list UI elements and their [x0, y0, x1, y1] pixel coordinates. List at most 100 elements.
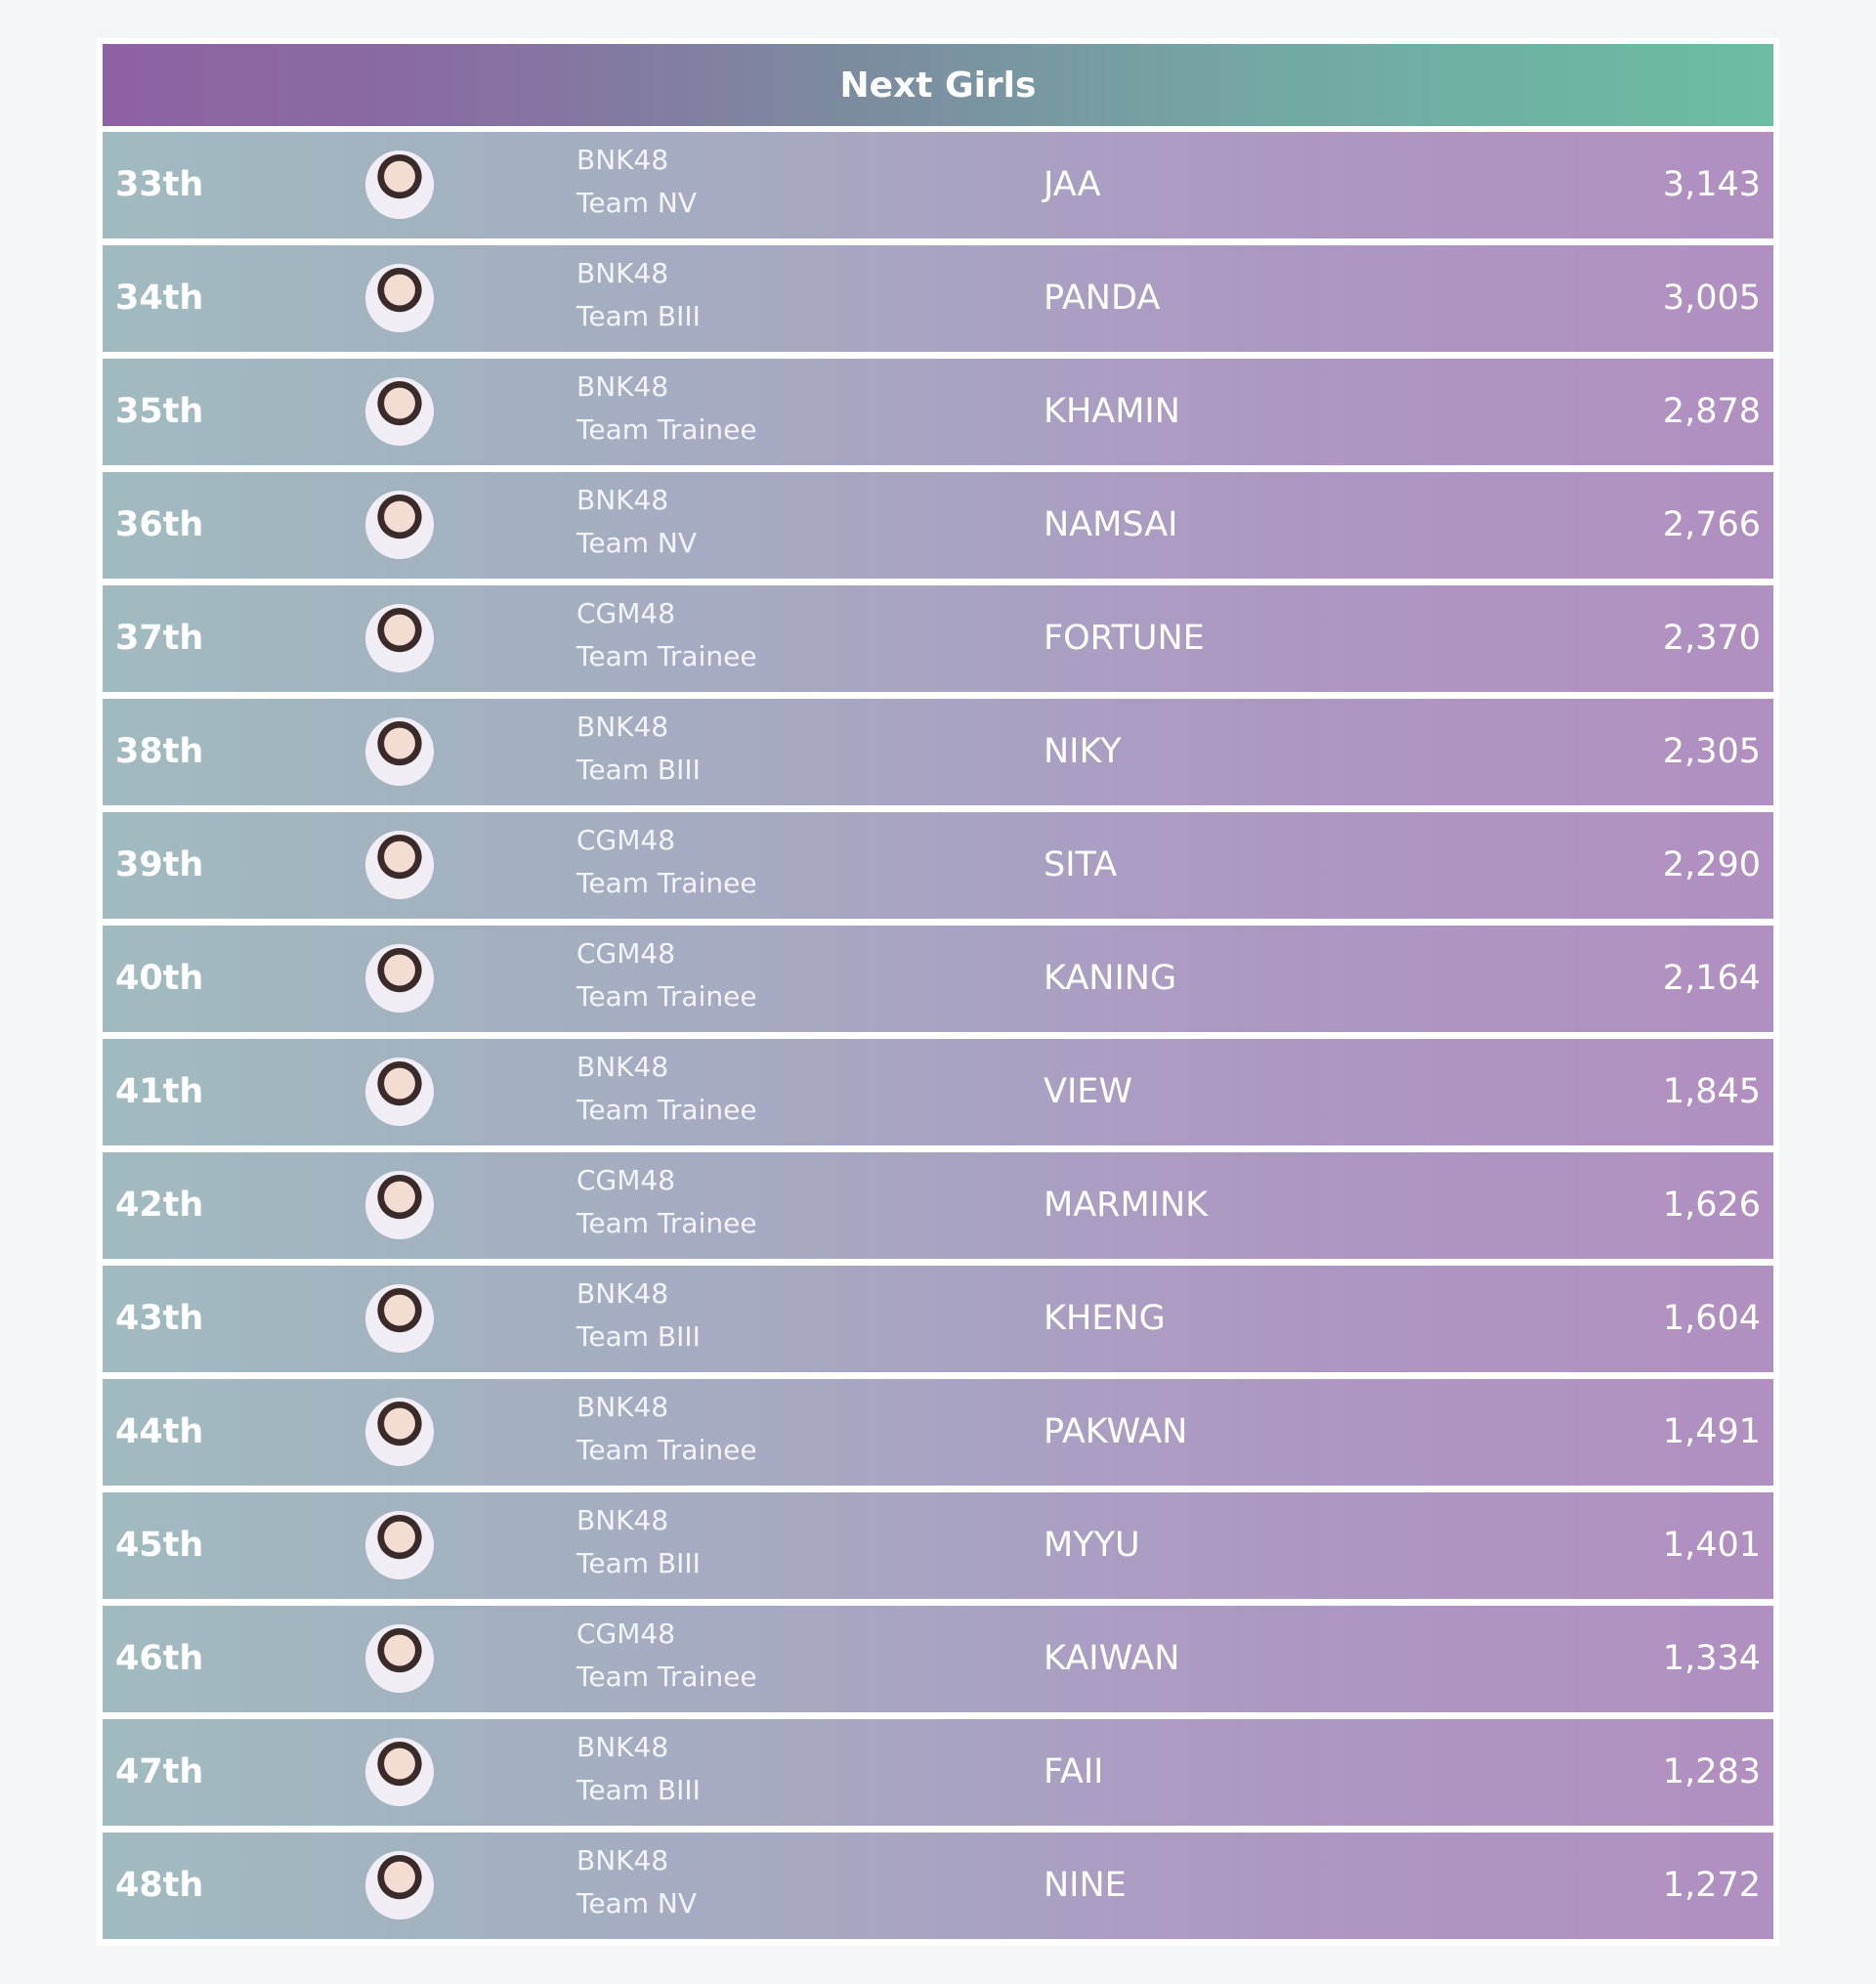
rank: 42th [115, 1186, 204, 1225]
member-name: KHAMIN [1044, 392, 1180, 431]
team: Team BIII [576, 1320, 701, 1353]
team: Team Trainee [576, 1661, 757, 1693]
group: BNK48 [576, 370, 669, 403]
rank: 34th [115, 279, 204, 318]
votes: 2,766 [1662, 505, 1761, 544]
rank: 48th [115, 1866, 204, 1905]
table-row: 48th BNK48 Team NV NINE 1,272 [103, 1833, 1773, 1939]
team: Team Trainee [576, 1434, 757, 1466]
votes: 1,272 [1662, 1866, 1761, 1905]
member-name: SITA [1044, 845, 1118, 884]
rank: 43th [115, 1299, 204, 1338]
rank: 40th [115, 959, 204, 998]
table-row: 37th CGM48 Team Trainee FORTUNE 2,370 [103, 585, 1773, 692]
rank: 35th [115, 392, 204, 431]
rank: 47th [115, 1752, 204, 1791]
table-row: 38th BNK48 Team BIII NIKY 2,305 [103, 699, 1773, 805]
member-name: NIKY [1044, 732, 1122, 771]
group: BNK48 [576, 144, 669, 176]
avatar [365, 717, 434, 786]
member-name: FAII [1044, 1752, 1104, 1791]
rank: 39th [115, 845, 204, 884]
votes: 1,401 [1662, 1526, 1761, 1565]
group: CGM48 [576, 1164, 676, 1196]
avatar [365, 1057, 434, 1126]
votes: 3,143 [1662, 165, 1761, 204]
team: Team BIII [576, 1547, 701, 1579]
member-name: KAIWAN [1044, 1639, 1180, 1678]
avatar [365, 1284, 434, 1353]
table-row: 42th CGM48 Team Trainee MARMINK 1,626 [103, 1152, 1773, 1259]
table-row: 44th BNK48 Team Trainee PAKWAN 1,491 [103, 1379, 1773, 1486]
votes: 1,845 [1662, 1072, 1761, 1111]
team: Team BIII [576, 1774, 701, 1806]
avatar [365, 1511, 434, 1579]
group: BNK48 [576, 1051, 669, 1083]
rank: 45th [115, 1526, 204, 1565]
table-row: 40th CGM48 Team Trainee KANING 2,164 [103, 926, 1773, 1032]
group: CGM48 [576, 824, 676, 856]
group: BNK48 [576, 257, 669, 289]
rank: 44th [115, 1412, 204, 1451]
member-name: VIEW [1044, 1072, 1132, 1111]
votes: 2,305 [1662, 732, 1761, 771]
table-row: 34th BNK48 Team BIII PANDA 3,005 [103, 245, 1773, 352]
votes: 1,334 [1662, 1639, 1761, 1678]
avatar [365, 491, 434, 559]
avatar [365, 1851, 434, 1919]
votes: 3,005 [1662, 279, 1761, 318]
table-row: 33th BNK48 Team NV JAA 3,143 [103, 132, 1773, 238]
member-name: MYYU [1044, 1526, 1140, 1565]
group: BNK48 [576, 711, 669, 743]
team: Team BIII [576, 300, 701, 332]
team: Team BIII [576, 754, 701, 786]
group: BNK48 [576, 1391, 669, 1423]
avatar [365, 1171, 434, 1239]
group: BNK48 [576, 484, 669, 516]
avatar [365, 831, 434, 899]
member-name: NAMSAI [1044, 505, 1178, 544]
member-name: PAKWAN [1044, 1412, 1188, 1451]
votes: 2,370 [1662, 619, 1761, 658]
member-name: KHENG [1044, 1299, 1166, 1338]
table-header: Next Girls [103, 44, 1773, 126]
votes: 1,626 [1662, 1186, 1761, 1225]
group: CGM48 [576, 597, 676, 629]
group: CGM48 [576, 1617, 676, 1650]
table-row: 47th BNK48 Team BIII FAII 1,283 [103, 1719, 1773, 1826]
table-row: 46th CGM48 Team Trainee KAIWAN 1,334 [103, 1606, 1773, 1712]
votes: 2,164 [1662, 959, 1761, 998]
member-name: FORTUNE [1044, 619, 1205, 658]
member-name: JAA [1044, 165, 1101, 204]
votes: 1,604 [1662, 1299, 1761, 1338]
group: BNK48 [576, 1844, 669, 1876]
team: Team Trainee [576, 1207, 757, 1239]
avatar [365, 1624, 434, 1693]
rank: 41th [115, 1072, 204, 1111]
member-name: MARMINK [1044, 1186, 1209, 1225]
avatar [365, 1738, 434, 1806]
member-name: PANDA [1044, 279, 1161, 318]
votes: 1,283 [1662, 1752, 1761, 1791]
team: Team Trainee [576, 980, 757, 1013]
avatar [365, 944, 434, 1013]
votes: 2,290 [1662, 845, 1761, 884]
team: Team Trainee [576, 867, 757, 899]
rank: 36th [115, 505, 204, 544]
member-name: NINE [1044, 1866, 1127, 1905]
table-row: 39th CGM48 Team Trainee SITA 2,290 [103, 812, 1773, 919]
avatar [365, 151, 434, 219]
group: BNK48 [576, 1277, 669, 1310]
group: CGM48 [576, 937, 676, 970]
votes: 1,491 [1662, 1412, 1761, 1451]
group: BNK48 [576, 1504, 669, 1536]
group: BNK48 [576, 1731, 669, 1763]
rank: 46th [115, 1639, 204, 1678]
rank: 38th [115, 732, 204, 771]
avatar [365, 264, 434, 332]
votes: 2,878 [1662, 392, 1761, 431]
team: Team NV [576, 187, 698, 219]
table-row: 35th BNK48 Team Trainee KHAMIN 2,878 [103, 359, 1773, 465]
avatar [365, 1398, 434, 1466]
